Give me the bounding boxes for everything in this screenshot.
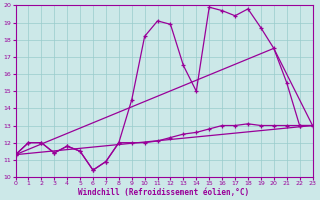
X-axis label: Windchill (Refroidissement éolien,°C): Windchill (Refroidissement éolien,°C) (78, 188, 250, 197)
